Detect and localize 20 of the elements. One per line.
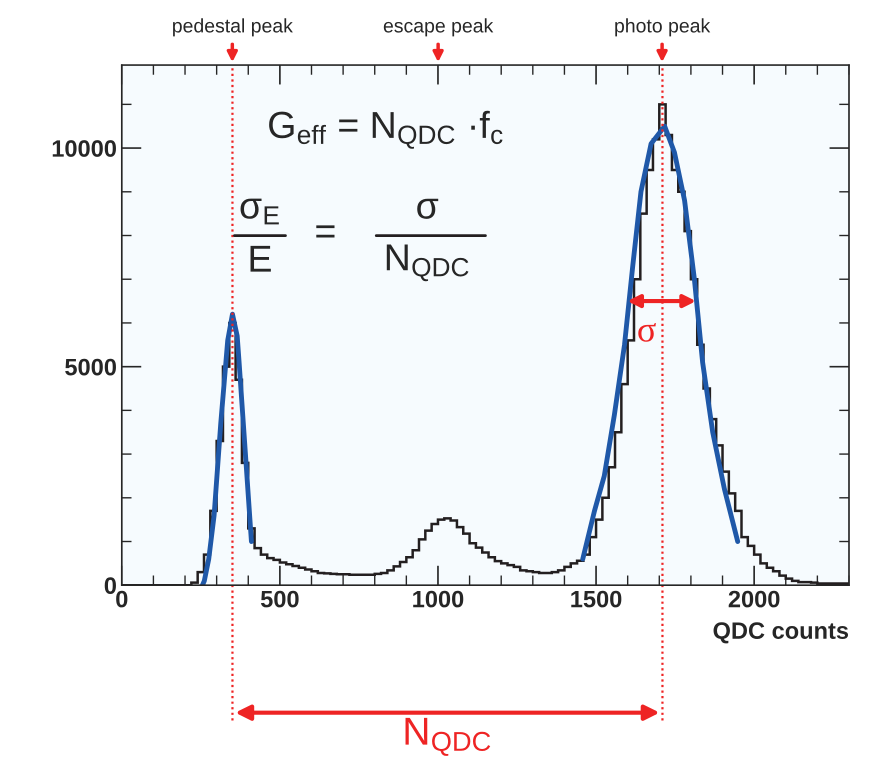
y-tick-label: 0 [104, 577, 116, 594]
annotation: N$_{QDC}$ [386, 244, 468, 282]
annotation: = [316, 225, 335, 238]
text: escape peak [384, 18, 494, 36]
text: N$_{QDC}$ [406, 718, 490, 756]
text: photo peak [615, 18, 710, 36]
annotation: σ$_{E}$ [240, 198, 279, 224]
x-axis-title: QDC counts [714, 622, 848, 644]
x-tick-label: 1000 [413, 590, 464, 608]
annotation: E [250, 246, 271, 272]
annotation: σ [417, 198, 438, 219]
x-tick-label: 2000 [728, 590, 780, 608]
y-tick-label: 5000 [65, 358, 116, 376]
x-tick-label: 0 [116, 590, 128, 608]
annotation: σ [638, 322, 656, 342]
x-tick-label: 1500 [571, 590, 622, 608]
x-tick-label: 500 [260, 590, 299, 608]
text: pedestal peak [173, 18, 293, 36]
annotation: G$_{eff}$ = N$_{QDC}$ ·f$_{c}$ [269, 110, 503, 149]
y-tick-label: 10000 [52, 140, 116, 157]
